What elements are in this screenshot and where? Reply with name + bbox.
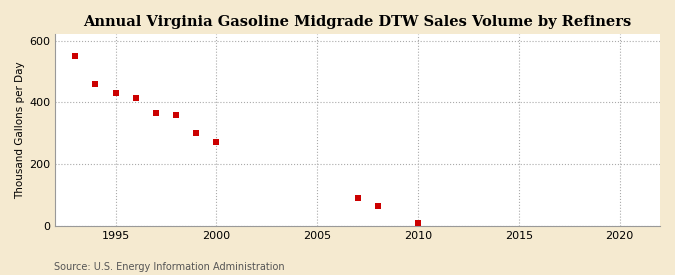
Title: Annual Virginia Gasoline Midgrade DTW Sales Volume by Refiners: Annual Virginia Gasoline Midgrade DTW Sa… xyxy=(84,15,632,29)
Point xyxy=(171,113,182,117)
Text: Source: U.S. Energy Information Administration: Source: U.S. Energy Information Administ… xyxy=(54,262,285,272)
Point xyxy=(130,95,141,100)
Point xyxy=(352,196,363,200)
Point xyxy=(412,221,423,225)
Point xyxy=(373,204,383,208)
Point xyxy=(191,131,202,135)
Point xyxy=(70,54,81,58)
Point xyxy=(211,140,222,145)
Point xyxy=(110,91,121,95)
Point xyxy=(151,111,161,115)
Y-axis label: Thousand Gallons per Day: Thousand Gallons per Day xyxy=(15,61,25,199)
Point xyxy=(90,82,101,86)
